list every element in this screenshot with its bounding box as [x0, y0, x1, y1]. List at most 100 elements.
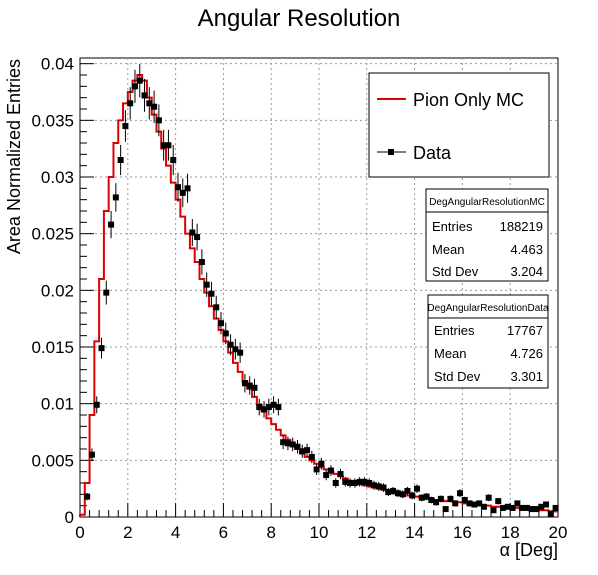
data-point [418, 494, 425, 502]
data-point [361, 477, 368, 487]
data-point [251, 378, 258, 397]
stats-data-stddev-value: 3.301 [510, 369, 543, 384]
data-point [151, 90, 158, 123]
stats-data-entries-value: 17767 [507, 323, 543, 338]
data-marker [179, 189, 186, 196]
data-marker [294, 443, 301, 450]
data-marker [337, 470, 344, 477]
data-marker [141, 92, 148, 99]
data-marker [155, 117, 162, 124]
data-marker [289, 441, 296, 448]
data-marker [495, 498, 502, 505]
data-point [194, 223, 201, 251]
data-marker [428, 497, 435, 503]
data-point [127, 87, 134, 120]
data-point [84, 492, 91, 501]
data-point [294, 440, 301, 454]
data-point [256, 398, 263, 416]
x-axis-label: α [Deg] [500, 540, 558, 560]
data-marker [194, 234, 201, 241]
data-point [98, 337, 105, 359]
data-marker [476, 500, 483, 507]
data-marker [500, 504, 507, 511]
data-marker [380, 484, 387, 491]
data-marker [543, 501, 550, 508]
data-marker [270, 401, 277, 408]
legend-data-marker [388, 149, 394, 155]
data-point [399, 490, 406, 499]
x-tick-label: 0 [75, 523, 84, 542]
data-marker [356, 478, 363, 485]
data-point [457, 489, 464, 498]
data-marker [466, 500, 473, 507]
data-marker [318, 460, 325, 467]
data-point [313, 463, 320, 475]
data-point [519, 504, 526, 511]
data-marker [404, 487, 411, 494]
data-marker [514, 500, 521, 507]
data-point [485, 494, 492, 502]
data-point [476, 500, 483, 507]
axis-ticks: 0 2 4 6 8 10 12 14 16 18 20 0 0.005 0.01 0.015 0.02 0.02… [31, 55, 567, 542]
data-marker [399, 491, 406, 498]
x-tick-label: 8 [266, 523, 275, 542]
data-point [409, 491, 416, 500]
data-point [189, 219, 196, 247]
data-marker [241, 380, 248, 387]
data-marker [413, 485, 420, 492]
data-point [323, 469, 330, 481]
data-point [280, 435, 287, 450]
legend-label-mc: Pion Only MC [413, 90, 524, 110]
data-marker [246, 382, 253, 389]
data-marker [471, 501, 478, 508]
data-marker [198, 259, 205, 265]
data-marker [533, 506, 540, 513]
data-marker [485, 494, 492, 501]
data-point [179, 178, 186, 208]
y-tick-label: 0.025 [31, 225, 74, 244]
data-point [480, 503, 487, 510]
y-tick-label: 0.03 [41, 168, 74, 187]
data-point [380, 483, 387, 492]
data-point [552, 504, 559, 511]
data-marker [165, 142, 172, 149]
data-marker [160, 142, 167, 149]
data-marker [170, 157, 177, 163]
data-point [265, 398, 272, 416]
data-marker [232, 346, 239, 353]
data-point [504, 503, 511, 510]
data-marker [122, 123, 129, 129]
data-point [246, 376, 253, 395]
stats-box-mc-title: DegAngularResolutionMC [429, 197, 545, 208]
data-point [437, 495, 444, 503]
data-marker [461, 497, 468, 503]
data-marker [218, 320, 225, 327]
data-point [375, 481, 382, 491]
data-point [366, 478, 373, 488]
data-point [327, 465, 334, 476]
data-marker [327, 467, 334, 474]
stats-data-stddev-label: Std Dev [434, 369, 481, 384]
data-marker [385, 489, 392, 496]
data-marker [189, 229, 196, 236]
data-point [136, 63, 143, 98]
data-point [299, 444, 306, 458]
x-tick-label: 18 [501, 523, 520, 542]
data-point [284, 436, 291, 451]
data-marker [528, 506, 535, 513]
data-point [351, 478, 358, 488]
data-marker [447, 495, 454, 502]
data-point [385, 488, 392, 497]
stats-box-data-title: DegAngularResolutionData [427, 303, 549, 314]
x-tick-label: 16 [453, 523, 472, 542]
data-marker [108, 221, 115, 228]
stats-box-mc-frame [425, 188, 549, 282]
data-marker [117, 157, 124, 163]
data-point [413, 484, 420, 493]
data-marker [184, 185, 191, 192]
data-marker [509, 504, 516, 511]
data-marker [490, 507, 497, 514]
data-point [533, 506, 540, 513]
data-marker [351, 480, 358, 486]
y-axis-label: Area Normalized Entries [4, 59, 24, 254]
